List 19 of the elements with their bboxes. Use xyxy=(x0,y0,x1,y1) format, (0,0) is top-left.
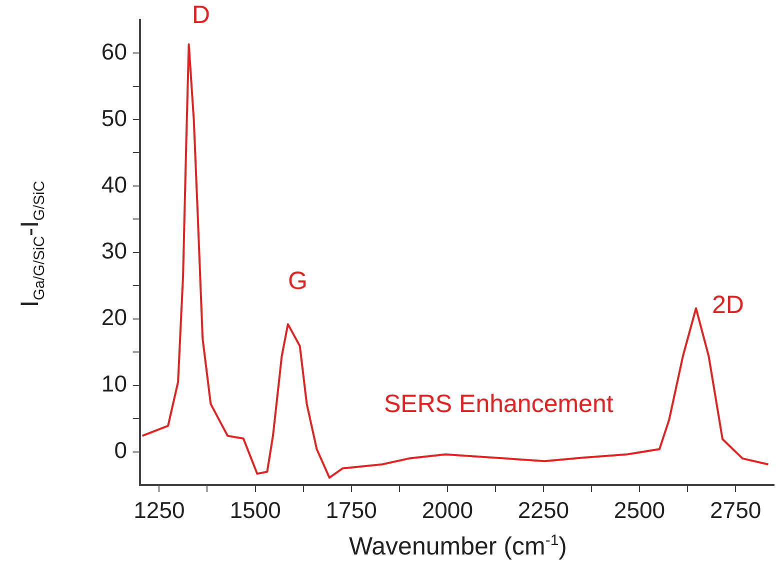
x-tick-label: 2750 xyxy=(710,497,762,524)
x-tick-label: 1500 xyxy=(230,497,281,524)
y-tick-label: 0 xyxy=(114,437,127,464)
annotation: G xyxy=(288,266,308,295)
x-tick-label: 2500 xyxy=(614,497,666,524)
x-tick-label: 1750 xyxy=(326,497,377,524)
annotation: 2D xyxy=(712,290,744,319)
y-tick-label: 50 xyxy=(101,104,127,131)
y-tick-label: 20 xyxy=(101,304,127,330)
x-tick-label: 2000 xyxy=(422,497,473,524)
x-tick-label: 2250 xyxy=(518,497,570,524)
annotation: SERS Enhancement xyxy=(384,390,614,418)
x-axis-title: Wavenumber (cm$^{-1}$) xyxy=(348,532,568,562)
y-tick-label: 10 xyxy=(101,370,127,397)
y-tick-label: 40 xyxy=(101,171,127,198)
y-tick-label: 30 xyxy=(101,238,127,264)
annotation: D xyxy=(192,0,210,29)
x-tick-label: 1250 xyxy=(134,497,185,524)
y-tick-label: 60 xyxy=(101,38,127,64)
